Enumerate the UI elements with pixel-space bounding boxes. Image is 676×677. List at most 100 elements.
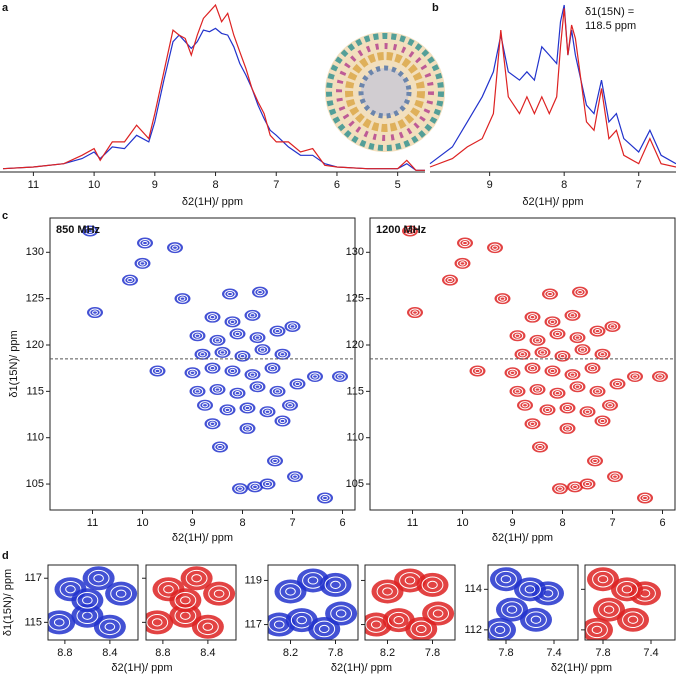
contour — [231, 329, 244, 338]
peak — [494, 293, 511, 305]
contour — [249, 372, 256, 377]
peak — [284, 320, 301, 332]
x-axis-label: δ2(1H)/ ppm — [172, 532, 233, 544]
peak — [82, 566, 115, 591]
x-tick-label: 7.8 — [328, 647, 343, 659]
contour — [335, 609, 347, 618]
contour — [546, 366, 559, 376]
contour — [224, 289, 236, 299]
x-tick-label: 9 — [189, 517, 195, 529]
y-tick-label: 117 — [24, 572, 42, 584]
contour — [416, 572, 449, 597]
x-axis-label: δ2(1H)/ ppm — [551, 662, 612, 674]
x-tick-label: 7.8 — [425, 647, 440, 659]
contour — [279, 583, 302, 600]
contour — [229, 319, 236, 324]
y-tick-label: 110 — [26, 432, 44, 444]
peak — [317, 492, 333, 504]
contour — [474, 368, 481, 374]
spectrum-line — [2, 3, 425, 171]
contour — [604, 401, 616, 410]
contour — [522, 403, 528, 408]
contour — [547, 291, 553, 297]
x-tick-label: 10 — [88, 179, 100, 191]
contour — [614, 381, 621, 387]
contour — [202, 403, 208, 408]
contour — [169, 243, 181, 252]
contour — [534, 338, 541, 343]
y-tick-label: 105 — [26, 478, 44, 490]
contour — [506, 605, 518, 614]
spectrum-line — [429, 8, 676, 168]
peak — [209, 383, 226, 395]
contour — [546, 317, 559, 326]
peak — [105, 581, 138, 606]
contour — [509, 370, 516, 375]
plot-area — [365, 568, 455, 640]
contour — [271, 327, 284, 336]
contour — [404, 576, 416, 585]
contour — [209, 315, 216, 320]
contour — [584, 409, 591, 414]
contour — [127, 277, 133, 283]
contour — [146, 610, 174, 635]
contour — [236, 352, 249, 361]
contour — [462, 240, 468, 246]
contour — [139, 261, 146, 266]
peak — [554, 350, 571, 362]
contour — [530, 615, 542, 624]
contour — [559, 353, 566, 359]
contour — [163, 585, 174, 594]
peak — [197, 399, 213, 411]
peak — [407, 307, 423, 319]
contour — [554, 484, 566, 493]
contour — [206, 364, 219, 373]
contour — [115, 589, 127, 598]
contour — [520, 607, 552, 632]
peak — [589, 385, 606, 397]
peak — [204, 311, 221, 323]
y-tick-label: 115 — [24, 616, 42, 628]
contour — [264, 409, 271, 414]
peak — [416, 572, 449, 597]
contour — [199, 401, 211, 410]
peak — [189, 330, 206, 342]
peak — [567, 481, 583, 493]
capsid-ring — [345, 52, 425, 132]
contour — [244, 405, 251, 411]
x-tick-label: 7.8 — [498, 647, 513, 659]
y-tick-label: 115 — [26, 385, 44, 397]
peak — [594, 415, 611, 427]
contour — [330, 580, 341, 589]
contour — [427, 580, 438, 589]
peak — [514, 348, 531, 360]
capsid-ring — [358, 65, 412, 119]
peak — [514, 577, 546, 602]
contour — [254, 384, 261, 389]
contour — [569, 313, 576, 318]
peak — [204, 362, 221, 374]
contour — [179, 296, 186, 301]
x-tick-label: 10 — [456, 517, 468, 529]
contour — [312, 374, 318, 379]
contour — [529, 315, 536, 320]
contour — [539, 350, 546, 355]
contour — [241, 403, 254, 413]
peak — [542, 288, 558, 300]
peak — [269, 385, 286, 397]
peak — [167, 242, 183, 254]
contour — [214, 338, 221, 343]
contour — [607, 403, 613, 408]
contour — [404, 226, 416, 236]
panel-letter: a — [2, 2, 9, 14]
contour — [271, 387, 284, 396]
contour — [632, 374, 638, 379]
contour — [549, 368, 556, 374]
contour — [309, 372, 321, 381]
contour — [249, 313, 256, 318]
contour — [597, 575, 609, 584]
contour — [269, 366, 276, 371]
peak — [594, 348, 611, 360]
peak — [549, 328, 566, 340]
contour — [208, 585, 231, 602]
